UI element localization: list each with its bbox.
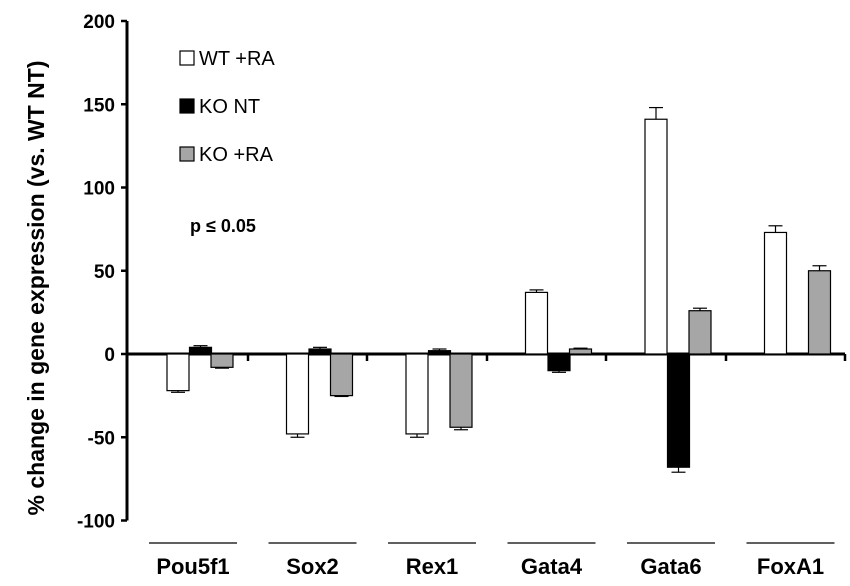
- legend-label-wt-ra: WT +RA: [199, 48, 275, 70]
- y-tick-label: -100: [77, 512, 115, 533]
- category-labels-layer: Pou5f1 Sox2 Rex1 Gata4 Gata6 FoxA1: [149, 542, 835, 579]
- bar-ko-nt-pou5f1: [188, 346, 213, 355]
- legend: WT +RA KO NT KO +RA: [179, 48, 275, 166]
- bar-ko-ra-gata6: [688, 310, 712, 355]
- category-label-rex1: Rex1: [406, 554, 459, 579]
- bar-wt-ra-foxa1: [763, 231, 788, 355]
- bar-ko-nt-rex1: [427, 350, 452, 355]
- legend-swatch-ko-nt: [179, 98, 195, 114]
- bar-wt-ra-gata6: [644, 118, 668, 355]
- category-label-sox2: Sox2: [286, 554, 339, 579]
- y-axis-title: % change in gene expression (vs. WT NT): [23, 61, 49, 516]
- bar-wt-ra-rex1: [405, 353, 429, 435]
- bars-layer: [166, 106, 832, 473]
- y-tick-label: 0: [104, 345, 115, 366]
- bar-ko-nt-gata4: [547, 353, 571, 372]
- category-label-foxa1: FoxA1: [757, 554, 824, 579]
- bar-ko-nt-gata6: [666, 353, 691, 468]
- bar-ko-ra-gata4: [568, 348, 593, 355]
- bar-ko-ra-sox2: [329, 353, 354, 397]
- significance-annotation: p ≤ 0.05: [190, 216, 256, 236]
- y-tick-label: 200: [83, 12, 115, 33]
- bar-ko-nt-sox2: [308, 348, 332, 355]
- y-tick-label: 150: [83, 95, 115, 116]
- legend-label-ko-nt: KO NT: [199, 96, 260, 118]
- bar-wt-ra-sox2: [285, 353, 310, 435]
- bar-wt-ra-pou5f1: [166, 353, 190, 392]
- category-label-gata4: Gata4: [521, 554, 583, 579]
- bar-ko-ra-rex1: [449, 353, 473, 428]
- category-label-gata6: Gata6: [640, 554, 701, 579]
- legend-label-ko-ra: KO +RA: [199, 144, 274, 166]
- legend-swatch-wt-ra: [179, 50, 195, 66]
- legend-swatch-ko-ra: [179, 146, 195, 162]
- y-ticks-layer: 200 150 100 50 0 -50 -100: [77, 12, 127, 533]
- y-tick-label: 100: [83, 179, 115, 200]
- y-tick-label: -50: [88, 428, 115, 449]
- y-axis-title-group: % change in gene expression (vs. WT NT): [23, 61, 49, 516]
- bar-ko-ra-foxa1: [807, 270, 832, 355]
- bar-wt-ra-gata4: [524, 291, 549, 355]
- bar-ko-ra-pou5f1: [210, 353, 234, 368]
- y-tick-label: 50: [94, 262, 115, 283]
- category-label-pou5f1: Pou5f1: [156, 554, 229, 579]
